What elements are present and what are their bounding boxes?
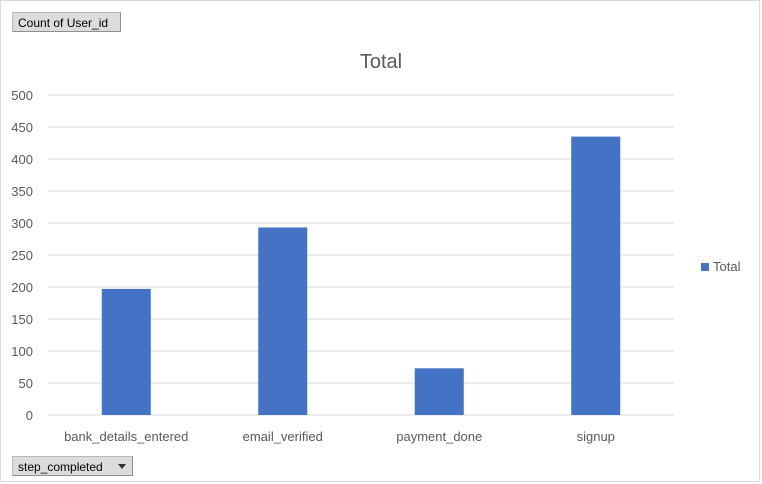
y-tick-label: 50 — [19, 376, 33, 391]
chevron-down-icon[interactable] — [118, 464, 126, 469]
x-axis-ticks: bank_details_entered email_verified paymen… — [64, 429, 615, 444]
y-tick-label: 450 — [11, 120, 33, 135]
legend-swatch — [701, 263, 709, 271]
axis-field-label: step_completed — [18, 460, 103, 474]
y-tick-label: 500 — [11, 88, 33, 103]
x-tick-label: bank_details_entered — [64, 429, 188, 444]
y-axis-ticks: 0 50 100 150 200 250 300 350 400 450 500 — [11, 88, 33, 423]
y-tick-label: 150 — [11, 312, 33, 327]
x-tick-label: payment_done — [396, 429, 482, 444]
y-tick-label: 0 — [26, 408, 33, 423]
axis-field-button[interactable]: step_completed — [12, 456, 133, 476]
x-tick-label: signup — [577, 429, 615, 444]
y-tick-label: 350 — [11, 184, 33, 199]
legend[interactable]: Total — [701, 259, 740, 274]
y-tick-label: 400 — [11, 152, 33, 167]
bar-email-verified[interactable] — [258, 227, 307, 415]
y-tick-label: 100 — [11, 344, 33, 359]
bar-signup[interactable] — [571, 137, 620, 415]
y-tick-label: 300 — [11, 216, 33, 231]
bar-bank-details-entered[interactable] — [102, 289, 151, 415]
legend-label: Total — [713, 259, 740, 274]
x-tick-label: email_verified — [243, 429, 323, 444]
y-tick-label: 250 — [11, 248, 33, 263]
bar-payment-done[interactable] — [415, 368, 464, 415]
chart-title: Total — [360, 51, 402, 73]
bars — [102, 137, 621, 415]
y-tick-label: 200 — [11, 280, 33, 295]
